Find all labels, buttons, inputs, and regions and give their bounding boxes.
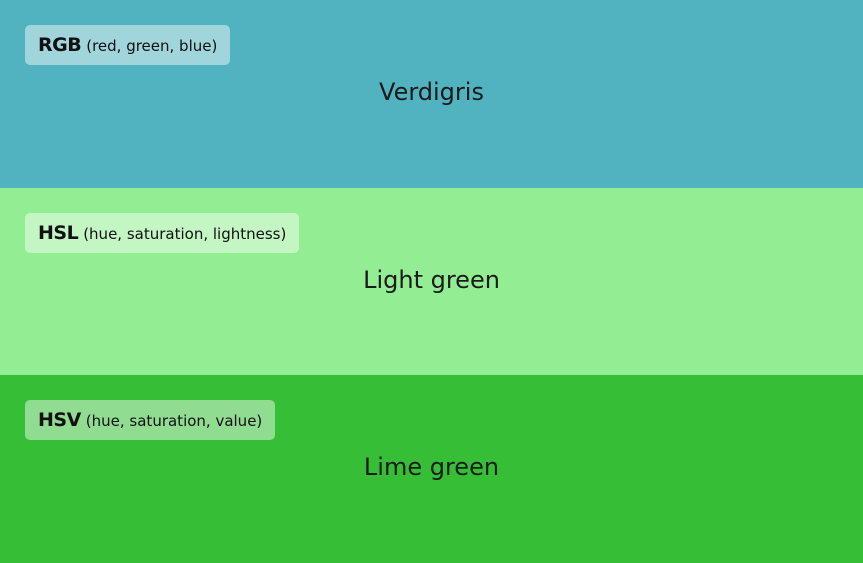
model-badge-rgb: RGB (red, green, blue) (25, 25, 231, 65)
color-panel-hsl: HSL (hue, saturation, lightness) Light g… (0, 188, 863, 375)
color-name-label: Light green (363, 266, 500, 294)
model-badge-description: (hue, saturation, value) (85, 412, 263, 430)
model-badge-title: RGB (38, 34, 82, 56)
model-badge-hsl: HSL (hue, saturation, lightness) (25, 213, 300, 253)
model-badge-description: (red, green, blue) (86, 37, 218, 55)
model-badge-title: HSV (38, 409, 81, 431)
color-name-label: Lime green (363, 453, 500, 481)
model-badge-description: (hue, saturation, lightness) (83, 225, 287, 243)
color-name-label: Verdigris (379, 78, 484, 106)
color-panel-rgb: RGB (red, green, blue) Verdigris (0, 0, 863, 188)
model-badge-hsv: HSV (hue, saturation, value) (25, 400, 276, 440)
color-panel-hsv: HSV (hue, saturation, value) Lime green (0, 375, 863, 563)
model-badge-title: HSL (38, 222, 79, 244)
